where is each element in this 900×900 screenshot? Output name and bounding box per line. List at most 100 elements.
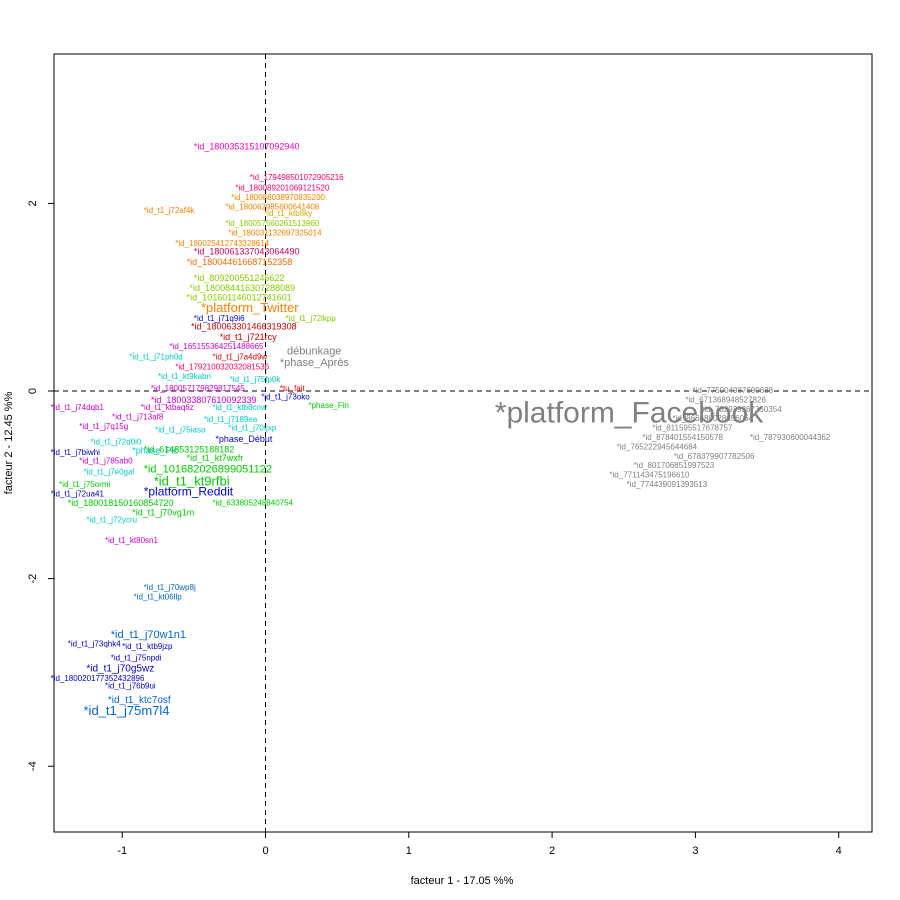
point-label: *phase_Pic xyxy=(132,445,178,455)
point-label: *id_t1_ktb9jzp xyxy=(122,642,173,651)
point-label: *id_t1_j7a4d9w xyxy=(212,352,267,361)
x-tick-label: 2 xyxy=(549,845,555,857)
point-label: débunkage xyxy=(287,346,341,358)
point-label: *id_t1_j74dqb1 xyxy=(51,403,105,412)
point-label: *platform_Twitter xyxy=(201,300,299,315)
point-label: *id_t1_j7e0gal xyxy=(84,468,135,477)
y-tick-label: -4 xyxy=(27,761,39,771)
point-label: *id_165155364251488665 xyxy=(169,342,263,351)
point-label: *id_180057179829817545 xyxy=(151,384,245,393)
y-axis-title: facteur 2 - 12.45 %% xyxy=(3,391,15,494)
point-label: *id_t1_kt7wxfr xyxy=(187,453,244,463)
point-label: *phase_Début xyxy=(215,434,273,444)
point-label: *id_866680028656064 xyxy=(672,414,753,423)
point-label: *id_t1_j721rcy xyxy=(220,332,278,342)
point-label: *tu_fait xyxy=(280,384,306,393)
point-label: *id_180020177352432896 xyxy=(51,674,145,683)
point-label: *id_180061337043064490 xyxy=(194,247,300,257)
y-tick-label: 0 xyxy=(27,388,39,394)
point-label: *id_t1_j72d0i0 xyxy=(91,438,142,447)
point-label: *id_t1_j72lkpp xyxy=(286,314,337,323)
point-label: *id_t1_j785ab0 xyxy=(79,456,133,465)
x-tick-label: 0 xyxy=(262,845,268,857)
point-label: *id_614853125188182 xyxy=(144,444,235,454)
point-label: *id_t1_ktbaq6z xyxy=(141,403,194,412)
point-label: *id_180033807610092339 xyxy=(151,395,257,405)
point-label: *phase_Fin xyxy=(308,401,348,410)
point-label: *id_t1_kt06llp xyxy=(134,592,183,601)
x-axis-title: facteur 1 - 17.05 %% xyxy=(411,875,514,887)
point-label: *id_t1_j71ph0d xyxy=(129,352,182,361)
point-label: *id_t1_ktb8cnw xyxy=(212,403,266,412)
point-label: *id_180089201069121520 xyxy=(235,184,329,193)
x-tick-label: 3 xyxy=(692,845,698,857)
point-label: *id_678379907782506 xyxy=(674,452,755,461)
axis-ticks: -1 0 1 2 3 4 -4 -2 0 2 xyxy=(27,200,842,857)
point-label: *id_t1_j75ormi xyxy=(59,480,110,489)
point-label: *id_633805248840754 xyxy=(212,499,293,508)
point-label: *id_180031132697325014 xyxy=(228,229,322,238)
x-tick-label: 1 xyxy=(406,845,412,857)
point-label: *id_t1_kt9kabn xyxy=(158,372,211,381)
point-label: *id_t1_j70w1n1 xyxy=(111,629,186,641)
point-label: *id_180018150160854720 xyxy=(68,498,174,508)
point-label: *id_180063301466319308 xyxy=(191,322,297,332)
y-tick-label: -2 xyxy=(27,574,39,584)
point-label: *id_t1_j72ycru xyxy=(86,516,137,525)
point-label: *id_180057560261513960 xyxy=(225,219,319,228)
point-label: *id_t1_ktc7osf xyxy=(108,695,171,706)
x-tick-label: 4 xyxy=(836,845,842,857)
x-tick-label: -1 xyxy=(117,845,127,857)
point-label: *id_t1_j75fp0k xyxy=(230,375,282,384)
point-label: *id_775904987690688 xyxy=(693,386,774,395)
point-label: *id_t1_j72ua41 xyxy=(51,489,105,498)
point-label: *id_t1_j73oko xyxy=(261,393,310,402)
point-label: *id_t1_j75iaso xyxy=(155,426,206,435)
point-label: *id_782939367350354 xyxy=(701,405,782,414)
point-label: *id_t1_kt9rfbi xyxy=(154,473,230,488)
reference-lines xyxy=(54,54,872,832)
point-label: *id_180025412743328614 xyxy=(175,239,269,248)
point-label: *platform_Facebook xyxy=(495,396,764,429)
point-label: *id_t1_j7q15g xyxy=(79,422,128,431)
point-label: *id_t1_ktb8ky xyxy=(264,209,312,218)
y-tick-label: 2 xyxy=(27,200,39,206)
point-label: *id_671368948527826 xyxy=(685,395,766,404)
point-label: *id_180084416307288089 xyxy=(190,283,296,293)
point-label: *id_t1_j7189ea xyxy=(204,415,258,424)
point-label: *id_801706851997523 xyxy=(634,461,715,470)
point-label: *id_t1_j73qhk4 xyxy=(68,639,121,648)
point-label: *id_180062985600641408 xyxy=(225,202,319,211)
point-label: *id_179210032032081536 xyxy=(175,363,269,372)
point-label: *id_765222945644684 xyxy=(617,442,698,451)
point-label: *id_180088038970835200 xyxy=(231,193,325,202)
point-label: *id_t1_j75npdi xyxy=(111,653,162,662)
point-label: *id_878401554150578 xyxy=(642,433,723,442)
plot-frame xyxy=(53,53,873,833)
point-label: *id_179498501072905216 xyxy=(250,173,344,182)
point-label: *id_t1_j76b9ui xyxy=(105,682,156,691)
point-label: *id_t1_j70g5wz xyxy=(86,663,154,674)
point-label: *id_t1_kt80sn1 xyxy=(105,536,158,545)
point-label: *id_774439091393513 xyxy=(627,480,708,489)
point-label: *id_t1_j713af8 xyxy=(112,412,164,421)
point-label: *platform_Reddit xyxy=(144,484,234,498)
point-label: *id_t1_j72af4k xyxy=(144,206,196,215)
point-label: *phase_Après xyxy=(280,357,350,369)
point-label: *id_t1_j70vg1m xyxy=(132,507,194,517)
point-label: *id_771143475196610 xyxy=(609,471,689,480)
point-label: *id_787930600044362 xyxy=(750,433,831,442)
point-label: *id_t1_j70wp8j xyxy=(144,583,196,592)
point-label: *id_t1_j75m7l4 xyxy=(84,703,170,718)
point-label: *id_t1_j70tjxp xyxy=(228,424,277,433)
point-label: *id_t1_j7biwhi xyxy=(51,448,101,457)
point-label: *id_180035315107092940 xyxy=(194,141,300,151)
point-label: *id_811595517678757 xyxy=(652,424,732,433)
point-label: *id_t1_j71q9i6 xyxy=(194,314,245,323)
point-label: *id_101682026899051122 xyxy=(144,464,272,476)
point-label: *id_101601146012741601 xyxy=(187,293,292,303)
point-labels: *platform_Facebook *platform_Twitter *plat… xyxy=(51,141,831,718)
point-label: *id_180044616687152358 xyxy=(187,257,293,267)
point-label: *id_809200551245622 xyxy=(194,273,285,283)
